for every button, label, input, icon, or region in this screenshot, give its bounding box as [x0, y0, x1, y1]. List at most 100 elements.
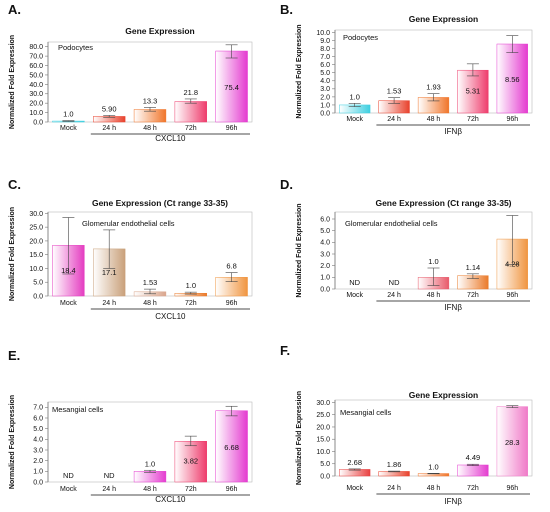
- chart-title: Gene Expression: [409, 14, 478, 24]
- data-label: 6.8: [226, 262, 236, 271]
- y-tick-label: 5.0: [320, 461, 330, 468]
- y-axis-label: Normalized Fold Expression: [296, 203, 303, 297]
- y-tick-label: 0.0: [320, 286, 330, 293]
- chart-svg: E. Normalized Fold Expression 0.0 1.0 2.0 3.0…: [8, 348, 253, 504]
- data-label: 5.90: [102, 104, 117, 113]
- y-tick-label: 2.0: [320, 94, 330, 101]
- category-label: Mock: [346, 485, 363, 492]
- chart-title: Gene Expression: [125, 26, 194, 36]
- category-label: 48 h: [427, 116, 441, 123]
- data-label: ND: [349, 278, 360, 287]
- panel-f: F. Gene Expression Normalized Fold Express…: [275, 342, 550, 512]
- panel-letter: C.: [8, 177, 21, 192]
- data-label: 1.14: [466, 263, 481, 272]
- chart-svg: C. Gene Expression (Ct range 33-35) Normal…: [8, 177, 253, 321]
- chart-note: Mesangial cells: [52, 405, 104, 414]
- y-tick-label: 5.0: [320, 228, 330, 235]
- data-label: 6.68: [224, 443, 239, 452]
- data-label: 1.86: [387, 460, 402, 469]
- data-label: 4.49: [466, 453, 481, 462]
- group-label: IFNβ: [444, 127, 462, 136]
- y-tick-label: 0.0: [320, 473, 330, 480]
- data-label: 5.31: [466, 87, 481, 96]
- category-label: 72h: [467, 485, 479, 492]
- category-label: 48 h: [143, 300, 157, 307]
- chart-note: Podocytes: [343, 33, 378, 42]
- category-label: 72h: [185, 300, 197, 307]
- category-label: 24 h: [102, 125, 116, 132]
- y-tick-label: 4.0: [33, 437, 43, 444]
- y-tick-label: 10.0: [316, 30, 330, 37]
- y-tick-label: 30.0: [29, 91, 43, 98]
- category-label: Mock: [60, 486, 77, 493]
- panel-letter: A.: [8, 2, 21, 17]
- y-tick-label: 70.0: [29, 54, 43, 61]
- category-label: 96h: [226, 300, 238, 307]
- bar: [174, 101, 207, 123]
- bar: [496, 406, 528, 477]
- chart-svg: F. Gene Expression Normalized Fold Express…: [280, 343, 533, 506]
- chart-note: Glomerular endothelial cells: [345, 219, 438, 228]
- y-tick-label: 2.0: [320, 263, 330, 270]
- data-label: 17.1: [102, 268, 117, 277]
- data-label: 3.82: [183, 457, 198, 466]
- y-tick-label: 0.0: [33, 293, 43, 300]
- y-axis-label: Normalized Fold Expression: [296, 24, 303, 118]
- y-tick-label: 6.0: [320, 62, 330, 69]
- y-tick-label: 30.0: [316, 400, 330, 407]
- panel-letter: E.: [8, 348, 20, 363]
- category-label: 72h: [467, 116, 479, 123]
- group-label: CXCL10: [155, 495, 186, 504]
- category-label: 24 h: [102, 486, 116, 493]
- data-label: 1.0: [145, 459, 155, 468]
- data-label: ND: [63, 471, 74, 480]
- bar: [133, 471, 167, 483]
- group-label: CXCL10: [155, 134, 186, 143]
- data-label: 8.56: [505, 75, 520, 84]
- y-tick-label: 3.0: [320, 86, 330, 93]
- y-tick-label: 10.0: [29, 110, 43, 117]
- data-label: 13.3: [143, 96, 158, 105]
- chart-note: Glomerular endothelial cells: [82, 219, 175, 228]
- chart-svg: B. Gene Expression Normalized Fold Express…: [280, 2, 533, 136]
- data-label: 1.53: [387, 87, 402, 96]
- y-tick-label: 30.0: [29, 211, 43, 218]
- category-label: Mock: [346, 116, 363, 123]
- y-tick-label: 25.0: [316, 412, 330, 419]
- category-label: 96h: [506, 292, 518, 299]
- category-label: 96h: [506, 485, 518, 492]
- y-tick-label: 1.0: [320, 102, 330, 109]
- panel-a: A. Gene Expression Normalized Fold Express…: [0, 0, 275, 170]
- chart-title: Gene Expression (Ct range 33-35): [92, 198, 228, 208]
- y-tick-label: 25.0: [29, 225, 43, 232]
- category-label: 96h: [226, 125, 238, 132]
- category-label: Mock: [60, 300, 77, 307]
- y-axis-label: Normalized Fold Expression: [9, 35, 16, 129]
- y-tick-label: 8.0: [320, 46, 330, 53]
- y-tick-label: 5.0: [320, 70, 330, 77]
- category-label: 96h: [226, 486, 238, 493]
- panel-b: B. Gene Expression Normalized Fold Express…: [275, 0, 550, 170]
- y-tick-label: 20.0: [316, 424, 330, 431]
- bar: [174, 441, 207, 483]
- data-label: 1.0: [63, 110, 73, 119]
- panel-c: C. Gene Expression (Ct range 33-35) Normal…: [0, 171, 275, 341]
- data-label: 75.4: [224, 83, 239, 92]
- data-label: 1.0: [349, 92, 359, 101]
- category-label: 72h: [467, 292, 479, 299]
- y-axis-label: Normalized Fold Expression: [296, 391, 303, 485]
- category-label: 24 h: [387, 116, 401, 123]
- category-label: 72h: [185, 125, 197, 132]
- y-tick-label: 6.0: [33, 415, 43, 422]
- bar: [496, 43, 528, 114]
- y-tick-label: 0.0: [33, 479, 43, 486]
- y-tick-label: 60.0: [29, 63, 43, 70]
- group-label: CXCL10: [155, 312, 186, 321]
- panel-letter: F.: [280, 343, 290, 358]
- bar: [457, 464, 489, 477]
- y-tick-label: 80.0: [29, 44, 43, 51]
- data-label: 21.8: [183, 88, 198, 97]
- category-label: 48 h: [143, 125, 157, 132]
- panel-e: E. Normalized Fold Expression 0.0 1.0 2.0 3.0…: [0, 342, 275, 512]
- category-label: 96h: [506, 116, 518, 123]
